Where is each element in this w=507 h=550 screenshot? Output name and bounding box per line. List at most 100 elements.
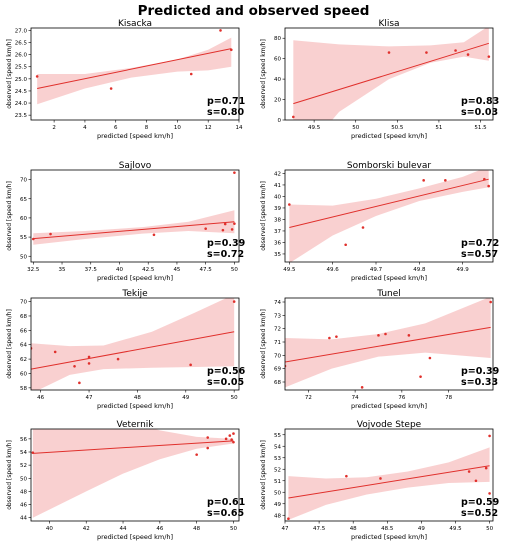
regression-line — [32, 440, 234, 454]
data-point — [377, 334, 380, 337]
data-point — [189, 363, 192, 367]
y-tick-label: 48 — [274, 513, 281, 519]
data-point — [488, 492, 491, 495]
stat-p-value: p=0.83 — [461, 96, 499, 107]
data-point — [292, 115, 295, 119]
y-tick-label: 25.5 — [15, 65, 28, 71]
confidence-band — [293, 28, 489, 120]
x-tick-label: 50 — [230, 526, 237, 532]
plot-frame — [30, 169, 240, 263]
x-tick-label: 14 — [236, 125, 243, 131]
y-tick-label: 48 — [20, 489, 27, 495]
x-tick-label: 49.5 — [308, 125, 321, 131]
y-tick-label: 40 — [274, 77, 281, 83]
y-tick-label: 35 — [274, 252, 281, 258]
y-tick-label: 74 — [274, 300, 281, 306]
y-tick-label: 54 — [274, 444, 281, 450]
y-tick-label: 69 — [274, 367, 281, 373]
y-tick-label: 23.5 — [15, 113, 28, 119]
x-tick-label: 50 — [352, 125, 359, 131]
data-point — [230, 228, 234, 231]
stat-s-value: s=0.72 — [207, 249, 244, 260]
y-tick-label: 64 — [20, 343, 27, 349]
confidence-band — [31, 298, 235, 390]
data-point — [228, 434, 232, 437]
plot-area — [31, 298, 236, 390]
confidence-band — [33, 210, 235, 245]
data-point — [232, 300, 236, 303]
stat-p-value: p=0.59 — [461, 497, 499, 508]
x-tick-label: 48 — [193, 526, 200, 532]
data-point — [53, 350, 57, 354]
x-tick-label: 46 — [37, 395, 44, 401]
y-tick-label: 60 — [20, 371, 27, 377]
stat-s-value: s=0.65 — [207, 508, 244, 519]
plot-area — [288, 170, 490, 262]
stat-s-value: s=0.05 — [207, 377, 244, 388]
x-tick-label: 6 — [114, 125, 118, 131]
y-tick-label: 38 — [274, 217, 281, 223]
y-tick-label: 26.5 — [15, 41, 28, 47]
y-tick-label: 62 — [20, 357, 27, 363]
regression-line — [293, 42, 489, 105]
x-tick-label: 49.8 — [413, 267, 426, 273]
data-point — [206, 446, 210, 450]
data-point — [230, 438, 233, 441]
data-point — [219, 29, 222, 32]
y-axis-label: observed [speed km/h] — [260, 39, 267, 109]
data-point — [31, 451, 35, 454]
y-tick-label: 49 — [274, 502, 281, 508]
x-tick-label: 8 — [145, 125, 149, 131]
y-tick-label: 70 — [20, 178, 27, 184]
x-tick-label: 48.5 — [381, 526, 394, 532]
x-tick-label: 49.5 — [449, 526, 462, 532]
chart-title: Kisacka — [118, 19, 152, 29]
plot-area — [287, 434, 491, 520]
plot-frame — [284, 297, 494, 391]
y-tick-label: 26.0 — [15, 53, 28, 59]
x-tick-label: 49.5 — [283, 267, 296, 273]
plot-area — [35, 29, 233, 105]
y-tick-label: 0 — [278, 118, 282, 124]
x-tick-label: 50 — [231, 267, 238, 273]
data-point — [444, 179, 447, 182]
data-point — [116, 357, 120, 361]
x-tick-label: 78 — [445, 395, 452, 401]
data-point — [206, 436, 210, 439]
data-point — [49, 232, 52, 236]
data-point — [87, 355, 91, 359]
y-tick-label: 37 — [274, 229, 281, 235]
chart-svg: Kisacka 2 4 6 8 10 12 14 23.5 24.0 24.5 25.0 25.5 26.… — [6, 19, 245, 140]
confidence-band — [288, 447, 490, 520]
x-tick-label: 42.5 — [142, 267, 155, 273]
data-point — [419, 375, 422, 378]
y-tick-label: 71 — [274, 340, 281, 346]
data-point — [152, 233, 156, 237]
x-tick-label: 44 — [120, 526, 127, 532]
y-axis-label: observed [speed km/h] — [260, 440, 267, 510]
plot-frame — [284, 27, 494, 121]
data-point — [454, 49, 457, 52]
x-tick-label: 47.5 — [313, 526, 326, 532]
x-tick-label: 50 — [486, 526, 493, 532]
data-point — [195, 453, 198, 456]
data-point — [224, 437, 228, 441]
x-tick-label: 10 — [174, 125, 181, 131]
x-tick-label: 49.9 — [457, 267, 470, 273]
x-tick-label: 40 — [116, 267, 123, 273]
y-tick-label: 68 — [20, 314, 27, 320]
stat-p-value: p=0.56 — [207, 366, 246, 377]
plot-frame — [30, 27, 240, 121]
data-point — [288, 203, 291, 206]
data-point — [487, 184, 490, 188]
x-axis-label: predicted [speed km/h] — [97, 402, 173, 410]
data-point — [345, 474, 348, 478]
data-point — [232, 432, 235, 435]
confidence-band — [37, 37, 232, 105]
y-tick-label: 25.0 — [15, 77, 28, 83]
chart-panel-vojvode-stepe: Vojvode Stepe 47 47.5 48 48.5 49 49.5 50 48 49 50 5… — [254, 419, 507, 547]
stat-p-value: p=0.61 — [207, 497, 245, 508]
y-axis-label: observed [speed km/h] — [6, 39, 13, 109]
data-point — [344, 243, 347, 247]
chart-panel-sajlovo: Sajlovo 32.5 35 37.5 40 42.5 45 47.5 50 50 55 60 65 7… — [0, 160, 254, 288]
